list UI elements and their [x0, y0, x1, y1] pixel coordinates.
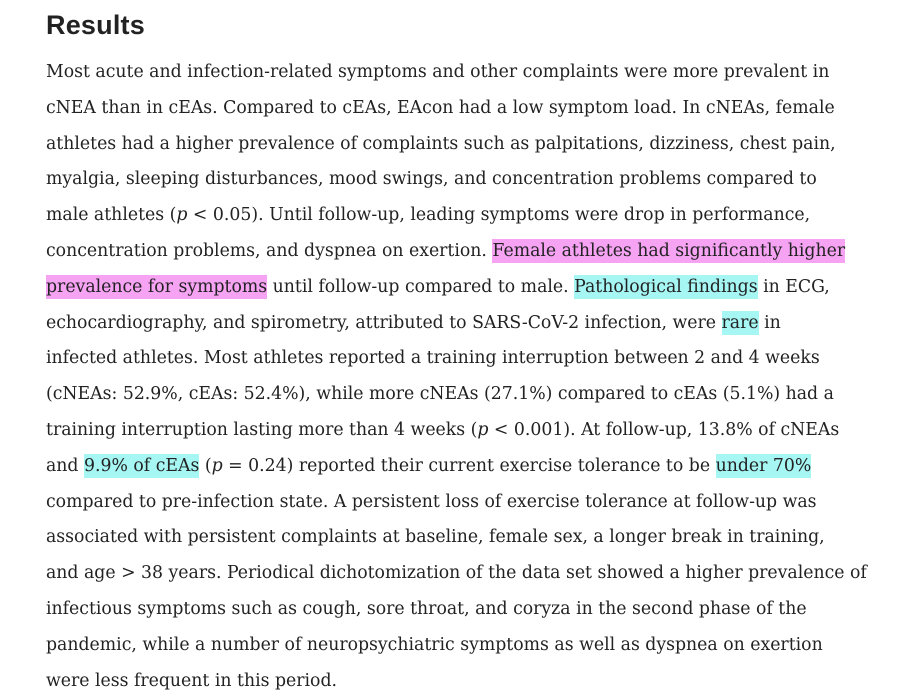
text-run: < 0.001). At follow-up, 13.8% of cNEAs — [488, 419, 840, 440]
paragraph-line-11: training interruption lasting more than … — [46, 413, 914, 449]
paragraph-line-16: infectious symptoms such as cough, sore … — [46, 598, 807, 619]
highlight-prevalence-symptoms: prevalence for symptoms — [46, 274, 268, 299]
text-run: = 0.24) reported their current exercise … — [222, 455, 716, 476]
results-section: Results Most acute and infection-related… — [46, 0, 914, 699]
paragraph-line-15: and age > 38 years. Periodical dichotomi… — [46, 563, 867, 584]
text-run: male athletes ( — [46, 205, 177, 226]
text-run: and — [46, 455, 84, 476]
highlight-female-athletes: Female athletes had significantly higher — [492, 238, 846, 263]
paragraph-line-8: echocardiography, and spirometry, attrib… — [46, 306, 914, 342]
highlight-cea-percentage: 9.9% of cEAs — [84, 453, 200, 478]
paragraph-line-18: were less frequent in this period. — [46, 670, 338, 691]
paragraph-line-3: athletes had a higher prevalence of comp… — [46, 133, 836, 154]
paragraph-line-12: and 9.9% of cEAs (p = 0.24) reported the… — [46, 449, 914, 485]
paragraph-line-4: myalgia, sleeping disturbances, mood swi… — [46, 169, 817, 190]
text-run: echocardiography, and spirometry, attrib… — [46, 312, 722, 333]
highlight-under-70: under 70% — [715, 453, 812, 478]
p-value-symbol: p — [211, 455, 223, 476]
p-value-symbol: p — [477, 419, 489, 440]
p-value-symbol: p — [176, 205, 188, 226]
paragraph-line-14: associated with persistent complaints at… — [46, 527, 825, 548]
paragraph-line-9: infected athletes. Most athletes reporte… — [46, 348, 820, 369]
paragraph-line-7: prevalence for symptoms until follow-up … — [46, 270, 914, 306]
text-run: concentration problems, and dyspnea on e… — [46, 240, 493, 261]
paragraph-line-2: cNEA than in cEAs. Compared to cEAs, EAc… — [46, 97, 835, 118]
text-run: until follow-up compared to male. — [267, 276, 575, 297]
text-run: in — [758, 312, 781, 333]
paragraph-line-17: pandemic, while a number of neuropsychia… — [46, 634, 823, 655]
paragraph-line-1: Most acute and infection-related symptom… — [46, 62, 830, 82]
paragraph-line-5: male athletes (p < 0.05). Until follow-u… — [46, 198, 914, 234]
text-run: training interruption lasting more than … — [46, 419, 478, 440]
highlight-pathological-findings: Pathological findings — [574, 274, 758, 299]
results-paragraph: Most acute and infection-related symptom… — [46, 55, 914, 699]
highlight-rare: rare — [721, 310, 759, 335]
text-run: ( — [199, 455, 212, 476]
paragraph-line-6: concentration problems, and dyspnea on e… — [46, 234, 914, 270]
section-heading: Results — [46, 10, 145, 40]
paragraph-line-10: (cNEAs: 52.9%, cEAs: 52.4%), while more … — [46, 384, 834, 405]
paragraph-line-13: compared to pre-infection state. A persi… — [46, 491, 817, 512]
text-run: < 0.05). Until follow-up, leading sympto… — [187, 205, 811, 226]
text-run: in ECG, — [757, 276, 830, 297]
